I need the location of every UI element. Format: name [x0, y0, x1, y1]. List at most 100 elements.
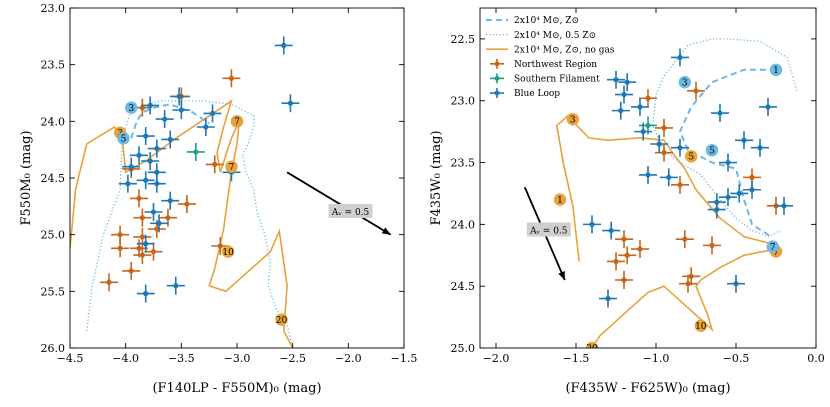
- point-marker: [228, 75, 235, 81]
- data-point-northwest-region: [631, 240, 649, 259]
- data-point-blue-loop: [118, 174, 137, 193]
- age-marker-5: 5: [685, 150, 698, 163]
- y-tick-label: 24.0: [451, 218, 476, 231]
- point-marker: [677, 182, 683, 188]
- legend-label: Northwest Region: [514, 60, 597, 70]
- age-marker-disc: [685, 150, 698, 163]
- point-marker: [150, 209, 157, 215]
- point-marker: [147, 102, 153, 109]
- x-tick-label: −1.5: [391, 352, 418, 365]
- age-marker-label: 5: [709, 146, 715, 156]
- point-marker: [139, 252, 145, 258]
- age-marker-label: 3: [128, 104, 134, 114]
- point-marker: [621, 91, 627, 98]
- point-marker: [209, 110, 216, 116]
- age-marker-label: 1: [773, 66, 779, 76]
- point-marker: [128, 164, 134, 170]
- age-marker-3: 3: [125, 101, 138, 114]
- data-point-northwest-region: [655, 143, 673, 162]
- data-point-blue-loop: [141, 152, 160, 170]
- x-tick-label: −3.0: [224, 352, 251, 365]
- point-marker: [203, 124, 209, 130]
- data-point-blue-loop: [730, 184, 749, 203]
- data-point-northwest-region: [675, 230, 694, 249]
- data-point-blue-loop: [727, 274, 745, 293]
- point-marker: [733, 281, 739, 287]
- age-marker-label: 7: [770, 243, 776, 253]
- point-marker: [736, 190, 742, 197]
- age-marker-disc: [221, 245, 235, 258]
- point-marker: [624, 252, 630, 258]
- data-point-northwest-region: [144, 242, 163, 261]
- age-marker-label: 3: [570, 115, 576, 125]
- extinction-label-box: [328, 204, 373, 218]
- age-marker-disc: [585, 341, 599, 348]
- data-point-blue-loop: [615, 85, 633, 104]
- point-marker: [645, 95, 651, 101]
- data-point-northwest-region: [618, 246, 637, 265]
- data-point-blue-loop: [775, 196, 793, 215]
- age-marker-7: 7: [225, 160, 238, 173]
- age-marker-disc: [117, 132, 130, 145]
- y-tick-label: 22.5: [451, 33, 476, 46]
- y-tick-label: 24.0: [41, 115, 66, 128]
- data-point-blue-loop: [170, 87, 189, 106]
- age-marker-1: 1: [769, 63, 783, 77]
- plot-area: 3355771020: [70, 36, 300, 348]
- data-point-blue-loop: [136, 127, 155, 146]
- data-point-blue-loop: [203, 104, 222, 123]
- y-tick-label: 23.0: [41, 2, 66, 15]
- data-point-blue-loop: [155, 110, 174, 129]
- point-marker: [645, 172, 651, 178]
- data-point-blue-loop: [751, 138, 769, 157]
- data-point-blue-loop: [711, 104, 729, 123]
- age-marker-disc: [694, 319, 707, 332]
- point-marker: [143, 133, 149, 139]
- legend-swatch-marker: [494, 90, 500, 96]
- y-tick-label: 24.5: [41, 172, 66, 185]
- extinction-vector: Aᵥ = 0.5: [523, 186, 571, 281]
- age-marker-5: 5: [117, 132, 130, 145]
- data-point-blue-loop: [707, 200, 726, 219]
- y-tick-label: 23.0: [451, 95, 476, 108]
- point-marker: [613, 77, 619, 83]
- point-marker: [613, 258, 619, 265]
- data-point-northwest-region: [133, 208, 152, 227]
- x-axis-label: (F140LP - F550M)₀ (mag): [152, 381, 321, 396]
- data-point-blue-loop: [639, 165, 657, 184]
- point-marker: [165, 215, 171, 221]
- point-marker: [757, 145, 763, 151]
- age-marker-10: 10: [221, 245, 235, 258]
- age-marker-7: 7: [230, 115, 244, 128]
- data-point-blue-loop: [634, 122, 653, 141]
- data-point-blue-loop: [147, 139, 166, 158]
- age-marker-label: 20: [586, 344, 598, 354]
- track-dashed: [130, 103, 210, 139]
- point-marker: [693, 88, 699, 94]
- age-marker-disc: [769, 63, 783, 77]
- age-marker-label: 3: [682, 78, 688, 88]
- extinction-arrow-head: [558, 271, 565, 280]
- point-marker: [725, 194, 731, 200]
- point-marker: [621, 236, 627, 242]
- legend-label: 2x10⁴ M⊙, Z⊙, no gas: [514, 45, 615, 55]
- y-tick-label: 26.0: [41, 342, 66, 355]
- point-marker: [725, 159, 731, 166]
- data-point-northwest-region: [682, 267, 701, 286]
- data-point-northwest-region: [703, 236, 721, 255]
- legend: 2x10⁴ M⊙, Z⊙ 2x10⁴ M⊙, 0.5 Z⊙ 2x10⁴ M⊙, Z⊙…: [486, 16, 615, 99]
- data-point-blue-loop: [583, 215, 601, 234]
- data-point-northwest-region: [679, 274, 697, 293]
- age-marker-1: 1: [553, 193, 567, 206]
- point-marker: [287, 100, 294, 106]
- data-point-northwest-region: [133, 246, 152, 265]
- x-tick-label: −3.5: [168, 352, 195, 365]
- data-point-northwest-region: [111, 239, 130, 258]
- point-marker: [717, 110, 723, 116]
- point-marker: [605, 295, 611, 302]
- age-marker-label: 10: [222, 248, 234, 258]
- point-marker: [117, 232, 123, 238]
- point-marker: [781, 203, 787, 209]
- track-solid: [555, 114, 778, 348]
- panel-left-f550m-vs-f140lp: 3355771020Aᵥ = 0.5−4.5−4.0−3.5−3.0−2.5−2…: [19, 2, 417, 396]
